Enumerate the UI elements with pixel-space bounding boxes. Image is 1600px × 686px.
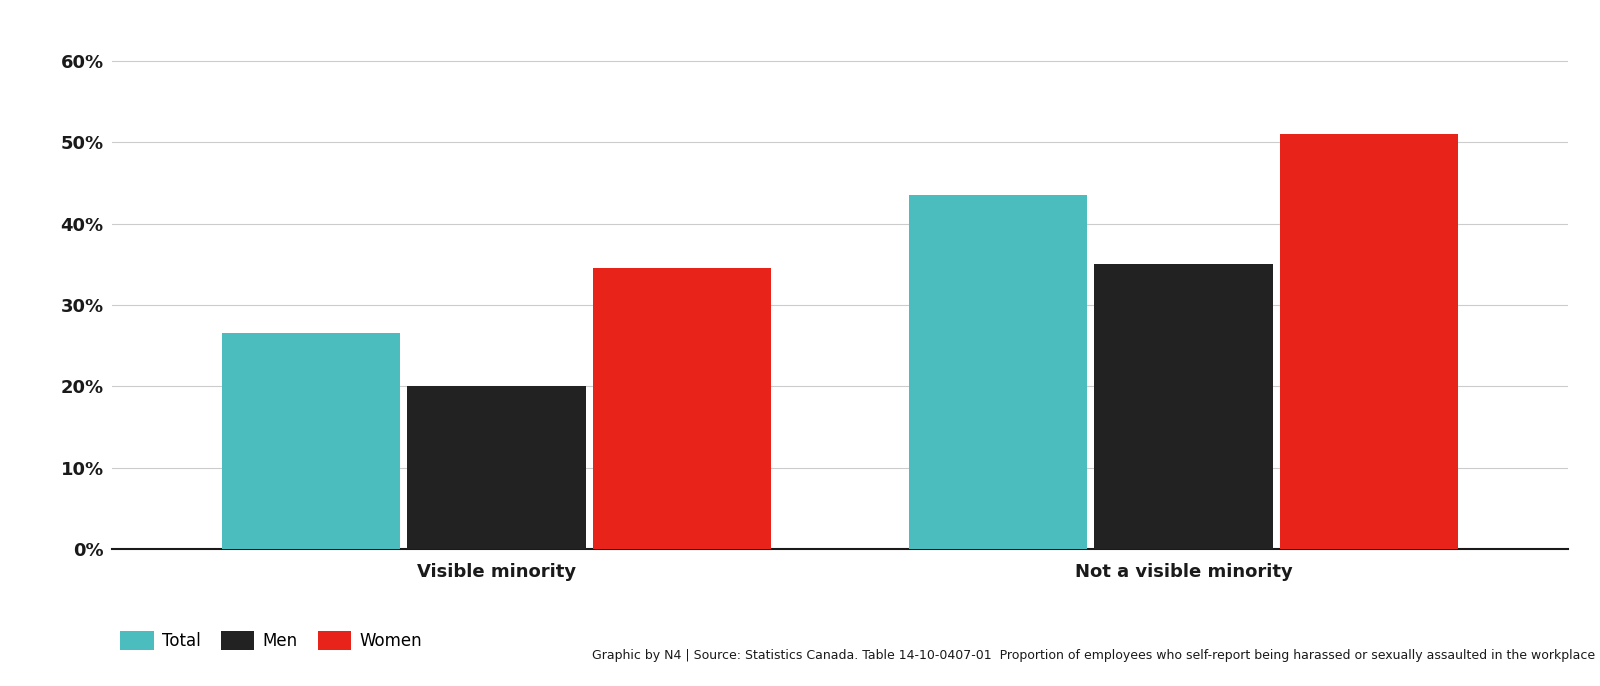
Bar [1280,134,1458,549]
Bar [408,386,586,549]
Bar [909,196,1088,549]
Text: Graphic by N4 | Source: Statistics Canada. Table 14-10-0407-01  Proportion of em: Graphic by N4 | Source: Statistics Canad… [592,649,1595,661]
Legend: Total, Men, Women: Total, Men, Women [120,631,422,650]
Bar [222,333,400,549]
Bar [1094,264,1272,549]
Bar [592,268,771,549]
